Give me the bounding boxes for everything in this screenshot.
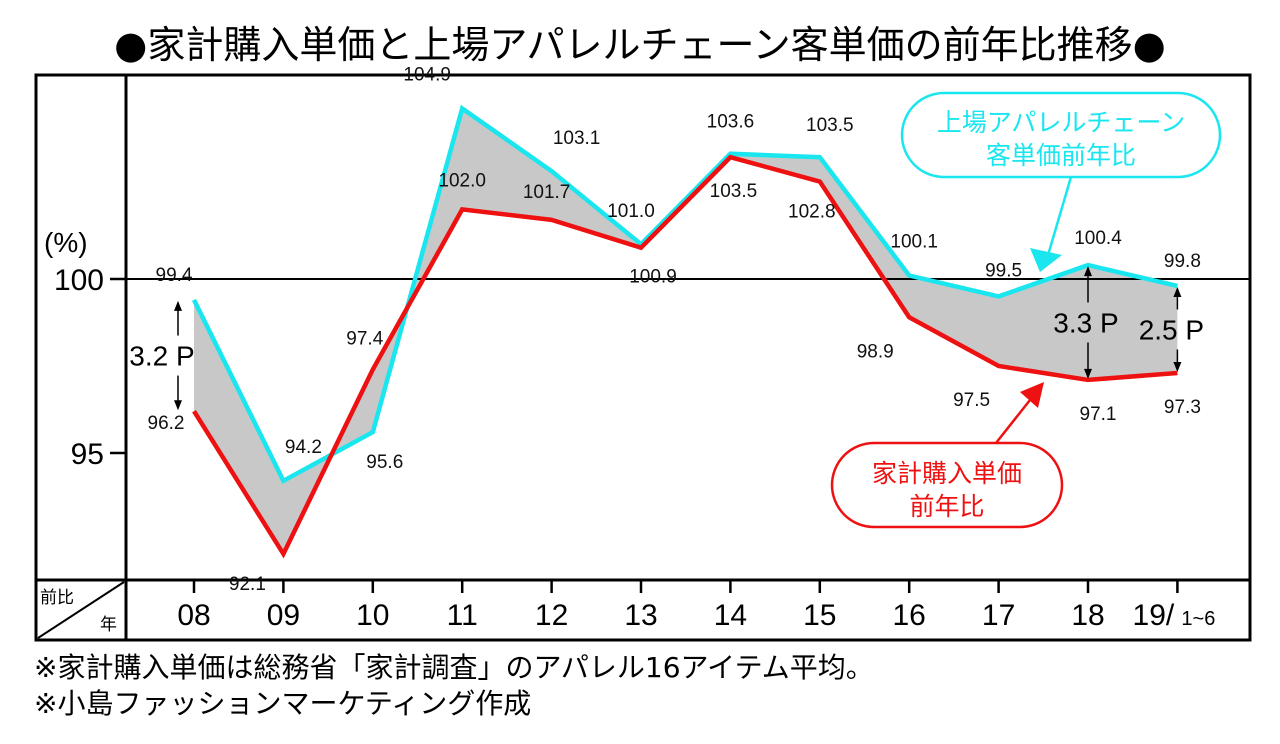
data-label-apparel-chain: 104.9 [403, 64, 451, 85]
x-tick-label: 08 [177, 599, 210, 632]
data-label-apparel-chain: 95.6 [366, 452, 403, 473]
y-tick-label: 100 [54, 264, 104, 297]
x-tick-label: 14 [714, 599, 747, 632]
annotation-layer: 3.2 P 3.3 P 2.5 P [129, 266, 1204, 411]
data-label-apparel-chain: 99.4 [156, 265, 193, 286]
data-label-household: 103.5 [710, 181, 758, 202]
gap-shading [194, 108, 1178, 554]
x-tick-label: 16 [893, 599, 926, 632]
gap-annotation-label: 3.2 P [129, 341, 194, 372]
axis-layer: 100 95 08 09 10 11 12 13 14 15 16 17 18 19/1~6 [54, 264, 1215, 632]
callout-household-line2: 前年比 [909, 492, 984, 521]
data-label-household: 96.2 [148, 413, 185, 434]
gap-arrow-down-head [1173, 361, 1182, 372]
callout-household-arrowhead [1020, 382, 1044, 408]
corner-diagonal [37, 581, 125, 639]
x-tick-label: 09 [267, 599, 300, 632]
callout-household-line1: 家計購入単価 [872, 459, 1022, 488]
corner-label-top: 前比 [40, 588, 74, 608]
gap-arrow-up-head [1084, 266, 1092, 277]
data-label-layer: 99.4 94.2 95.6 104.9 103.1 101.0 103.6 103.5 100… [148, 64, 1201, 594]
chart-title: ●家計購入単価と上場アパレルチェーン客単価の前年比推移● [114, 23, 1166, 67]
data-label-apparel-chain: 103.6 [707, 112, 755, 133]
callout-apparel-chain-line2: 客単価前年比 [986, 141, 1136, 170]
series-layer [191, 104, 1178, 559]
data-label-apparel-chain: 100.4 [1074, 228, 1122, 249]
corner-label-bottom: 年 [100, 615, 117, 635]
callout-apparel-chain-bubble [900, 91, 1222, 179]
callout-apparel-chain-arrowhead [1030, 248, 1062, 272]
x-tick-label: 10 [356, 599, 389, 632]
x-tick-label: 11 [447, 599, 478, 632]
callout-household: 家計購入単価 前年比 [830, 382, 1064, 529]
series-line-household [192, 154, 1178, 559]
chart-frame [34, 73, 1252, 642]
x-tick-label-suffix: 1~6 [1181, 608, 1215, 630]
callout-apparel-chain-line1: 上場アパレルチェーン [937, 108, 1185, 137]
gap-shading-layer [194, 108, 1178, 554]
footnote-author: ※小島ファッションマーケティング作成 [34, 687, 532, 720]
x-tick-label: 15 [803, 599, 836, 632]
x-tick-label: 19/ [1133, 599, 1175, 632]
gap-arrow-down-head [1084, 368, 1092, 379]
gap-annotation-label: 2.5 P [1139, 314, 1204, 345]
gap-arrow-down-head [174, 400, 182, 411]
data-label-household: 98.9 [857, 341, 894, 362]
x-tick-label: 17 [982, 599, 1015, 632]
data-label-household: 97.1 [1080, 404, 1117, 425]
x-tick-label: 12 [535, 599, 568, 632]
footnotes: ※家計購入単価は総務省「家計調査」のアパレル16アイテム平均。 ※小島ファッショ… [34, 650, 874, 722]
series-line-apparel-chain [191, 104, 1178, 484]
data-label-household: 97.4 [346, 328, 383, 349]
y-axis-unit: (%) [44, 227, 88, 258]
data-label-household: 92.1 [229, 574, 266, 595]
data-label-apparel-chain: 100.1 [890, 232, 938, 253]
y-tick-label: 95 [71, 438, 104, 471]
data-label-household: 97.5 [953, 390, 990, 411]
data-label-household: 97.3 [1164, 397, 1201, 418]
data-label-household: 102.0 [438, 170, 486, 191]
data-label-apparel-chain: 103.1 [553, 128, 601, 149]
x-tick-label: 18 [1071, 599, 1104, 632]
data-label-apparel-chain: 94.2 [285, 437, 322, 458]
callout-apparel-chain: 上場アパレルチェーン 客単価前年比 [900, 91, 1222, 272]
callout-household-pointer [995, 399, 1031, 444]
gap-arrow-up-head [174, 300, 182, 311]
data-label-household: 100.9 [629, 267, 677, 288]
data-label-apparel-chain: 99.8 [1164, 251, 1201, 272]
data-label-apparel-chain: 101.0 [607, 201, 655, 222]
callout-apparel-chain-pointer [1044, 176, 1073, 263]
callout-household-bubble [830, 441, 1064, 529]
data-label-household: 102.8 [788, 202, 836, 223]
footnote-source-data: ※家計購入単価は総務省「家計調査」のアパレル16アイテム平均。 [34, 651, 874, 684]
data-label-apparel-chain: 103.5 [806, 115, 854, 136]
gap-annotation-label: 3.3 P [1053, 308, 1118, 339]
data-label-apparel-chain: 99.5 [985, 260, 1022, 281]
data-label-household: 101.7 [523, 182, 571, 203]
x-tick-label: 13 [624, 599, 657, 632]
gap-arrow-up-head [1173, 286, 1182, 297]
